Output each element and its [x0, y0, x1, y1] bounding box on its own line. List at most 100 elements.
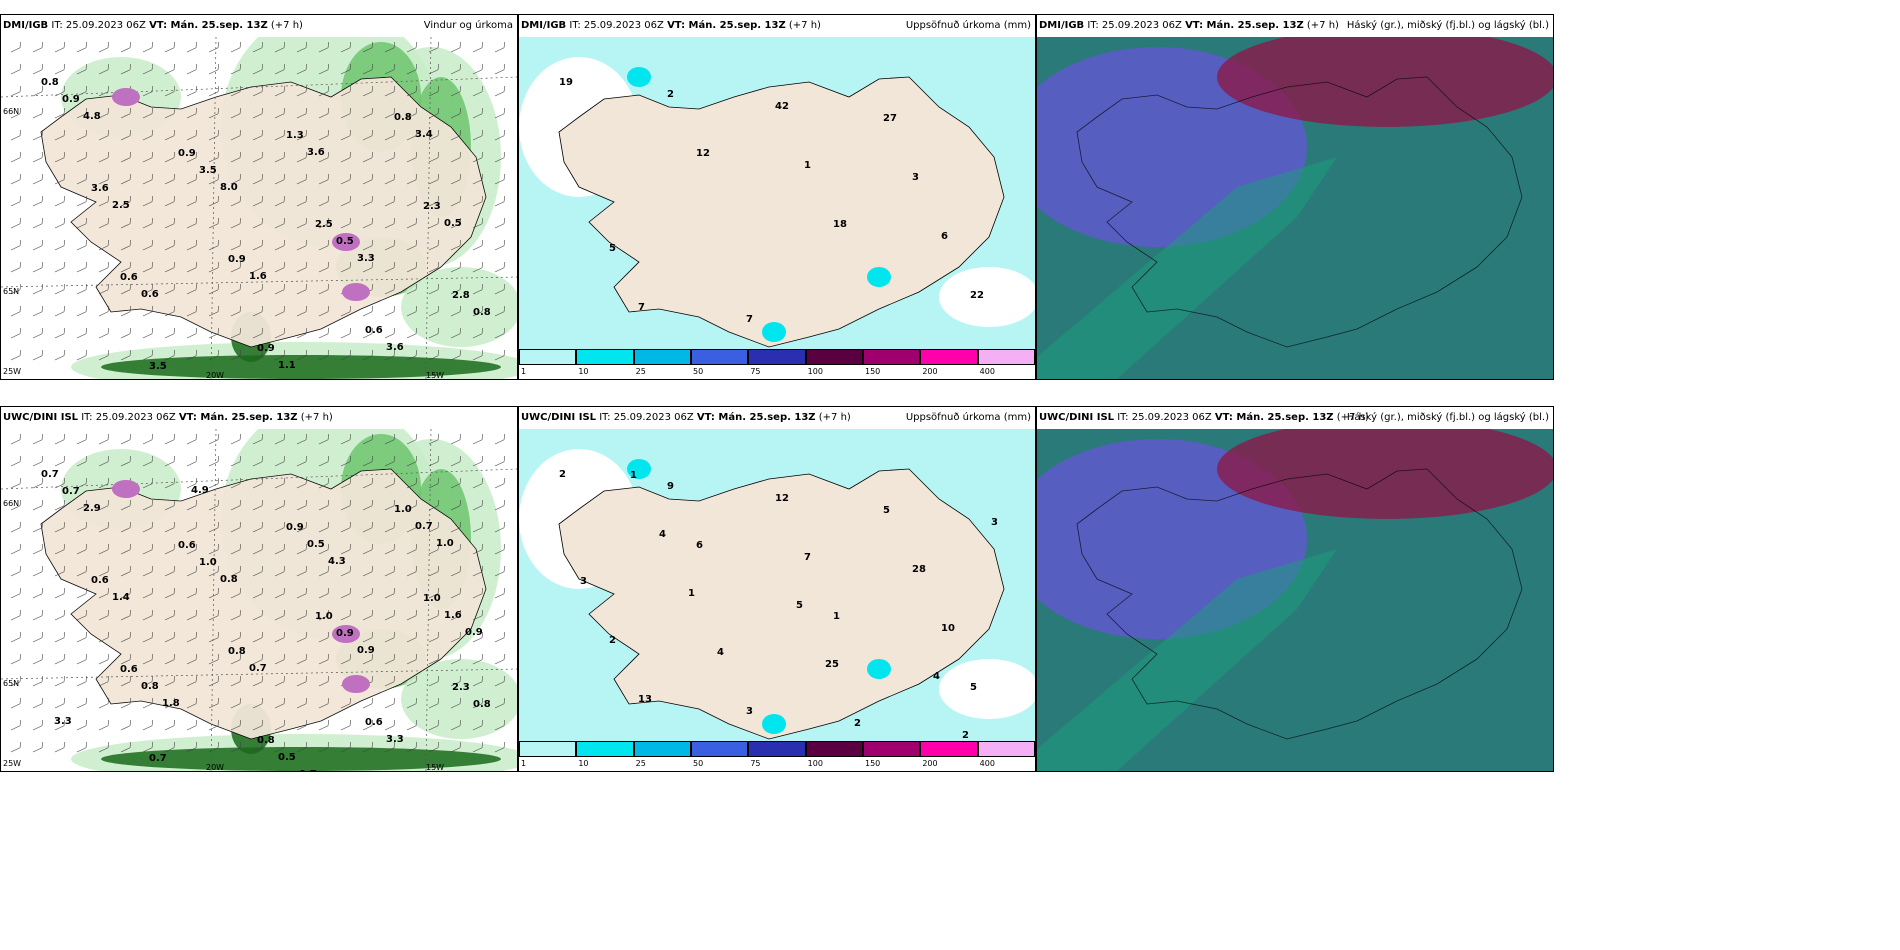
colorbar-swatch	[691, 349, 749, 365]
colorbar-tick: 50	[693, 759, 704, 768]
map-value-label: 0.9	[465, 627, 483, 638]
map-value-label: 2.5	[315, 219, 333, 230]
map-value-label: 7	[638, 302, 645, 313]
map-value-label: 0.9	[286, 522, 304, 533]
valid-time: VT: Mán. 25.sep. 13Z	[667, 20, 786, 31]
map-value-label: 3	[912, 172, 919, 183]
map-value-label: 10	[941, 623, 955, 634]
panel-header: DMI/IGB IT: 25.09.2023 06Z VT: Mán. 25.s…	[1, 15, 517, 37]
graticule-label: 66N	[3, 499, 20, 508]
panel-dmi-cloud: DMI/IGB IT: 25.09.2023 06Z VT: Mán. 25.s…	[1036, 14, 1554, 380]
map-value-label: 0.8	[228, 646, 246, 657]
map-value-label: 22	[970, 290, 984, 301]
panel-title: Uppsöfnuð úrkoma (mm)	[905, 412, 1031, 423]
colorbar-tick: 200	[922, 759, 938, 768]
colorbar-swatch	[920, 349, 978, 365]
map-value-label: 28	[912, 564, 926, 575]
valid-time: VT: Mán. 25.sep. 13Z	[696, 412, 816, 423]
map-value-label: 3.4	[415, 129, 433, 140]
map-value-label: 5	[883, 505, 890, 516]
map-value-label: 3	[991, 517, 998, 528]
map-value-label: 0.7	[149, 753, 167, 764]
map-value-label: 0.6	[365, 325, 383, 336]
init-time: IT: 25.09.2023 06Z	[1084, 20, 1186, 31]
map-value-label: 42	[775, 101, 789, 112]
colorbar-swatch	[748, 349, 806, 365]
map-value-label: 12	[696, 148, 710, 159]
panel-run-info: UWC/DINI ISL IT: 25.09.2023 06Z VT: Mán.…	[1039, 407, 1369, 429]
map-value-label: 0.8	[473, 699, 491, 710]
map-area	[1, 37, 517, 379]
map-value-label: 2.3	[452, 682, 470, 693]
map-value-label: 1	[804, 160, 811, 171]
graticule-label: 65N	[3, 287, 20, 296]
map-value-label: 1.0	[423, 593, 441, 604]
colorbar-tick: 400	[979, 367, 995, 376]
map-value-label: 0.5	[307, 539, 325, 550]
map-value-label: 0.8	[473, 307, 491, 318]
colorbar-tick: 1	[521, 759, 527, 768]
colorbar-tick: 400	[979, 759, 995, 768]
valid-time: VT: Mán. 25.sep. 13Z	[1214, 412, 1334, 423]
map-value-label: 4	[717, 647, 724, 658]
map-value-label: 0.8	[141, 681, 159, 692]
panel-header: UWC/DINI ISL IT: 25.09.2023 06Z VT: Mán.…	[1037, 407, 1553, 429]
map-value-label: 6	[696, 540, 703, 551]
colorbar-swatch	[691, 741, 749, 757]
colorbar: 1 10 25 50 75 100 150 200 400	[519, 741, 1035, 771]
panel-header: DMI/IGB IT: 25.09.2023 06Z VT: Mán. 25.s…	[1037, 15, 1553, 37]
model-name: UWC/DINI ISL	[521, 412, 597, 423]
map-value-label: 7	[746, 314, 753, 325]
map-value-label: 6	[941, 231, 948, 242]
panel-title: Uppsöfnuð úrkoma (mm)	[905, 20, 1031, 31]
map-value-label: 2.9	[83, 503, 101, 514]
map-value-label: 0.6	[120, 272, 138, 283]
map-value-label: 3.5	[149, 361, 167, 372]
panel-title: Vindur og úrkoma	[423, 20, 513, 31]
panel-run-info: UWC/DINI ISL IT: 25.09.2023 06Z VT: Mán.…	[521, 407, 851, 429]
colorbar-swatch	[519, 741, 577, 757]
map-area	[1, 429, 517, 771]
map-value-label: 4	[659, 529, 666, 540]
graticule-label: 15W	[426, 763, 445, 772]
colorbar-tick: 10	[578, 759, 589, 768]
map-value-label: 7	[804, 552, 811, 563]
panel-run-info: DMI/IGB IT: 25.09.2023 06Z VT: Mán. 25.s…	[521, 15, 821, 37]
map-value-label: 2	[609, 635, 616, 646]
map-value-label: 0.9	[357, 645, 375, 656]
colorbar-swatch	[748, 741, 806, 757]
map-value-label: 0.5	[278, 752, 296, 763]
map-value-label: 9	[667, 481, 674, 492]
colorbar-tick: 200	[922, 367, 938, 376]
colorbar-swatch	[576, 349, 634, 365]
map-value-label: 0.9	[336, 628, 354, 639]
map-value-label: 3.3	[357, 253, 375, 264]
map-value-label: 5	[970, 682, 977, 693]
model-name: UWC/DINI ISL	[1039, 412, 1115, 423]
colorbar-tick: 150	[865, 367, 881, 376]
map-value-label: 0.6	[178, 540, 196, 551]
map-value-label: 0.8	[220, 574, 238, 585]
map-value-label: 3	[746, 706, 753, 717]
map-value-label: 0.6	[141, 289, 159, 300]
map-value-label: 1	[630, 470, 637, 481]
map-value-label: 0.9	[62, 94, 80, 105]
colorbar-swatch	[863, 741, 921, 757]
map-value-label: 2.8	[452, 290, 470, 301]
colorbar-tick: 25	[635, 367, 646, 376]
colorbar-tick: 25	[635, 759, 646, 768]
init-time: IT: 25.09.2023 06Z	[1114, 412, 1215, 423]
map-value-label: 3.3	[386, 734, 404, 745]
map-value-label: 2.3	[423, 201, 441, 212]
colorbar: 1 10 25 50 75 100 150 200 400	[519, 349, 1035, 379]
graticule-label: 20W	[206, 763, 225, 772]
colorbar-swatch	[920, 741, 978, 757]
colorbar-tick: 1	[521, 367, 527, 376]
map-value-label: 0.9	[178, 148, 196, 159]
panel-run-info: DMI/IGB IT: 25.09.2023 06Z VT: Mán. 25.s…	[3, 15, 303, 37]
colorbar-tick: 10	[578, 367, 589, 376]
init-time: IT: 25.09.2023 06Z	[596, 412, 697, 423]
map-value-label: 5	[796, 600, 803, 611]
lead-time: (+7 h)	[815, 412, 851, 423]
model-name: DMI/IGB	[521, 20, 567, 31]
